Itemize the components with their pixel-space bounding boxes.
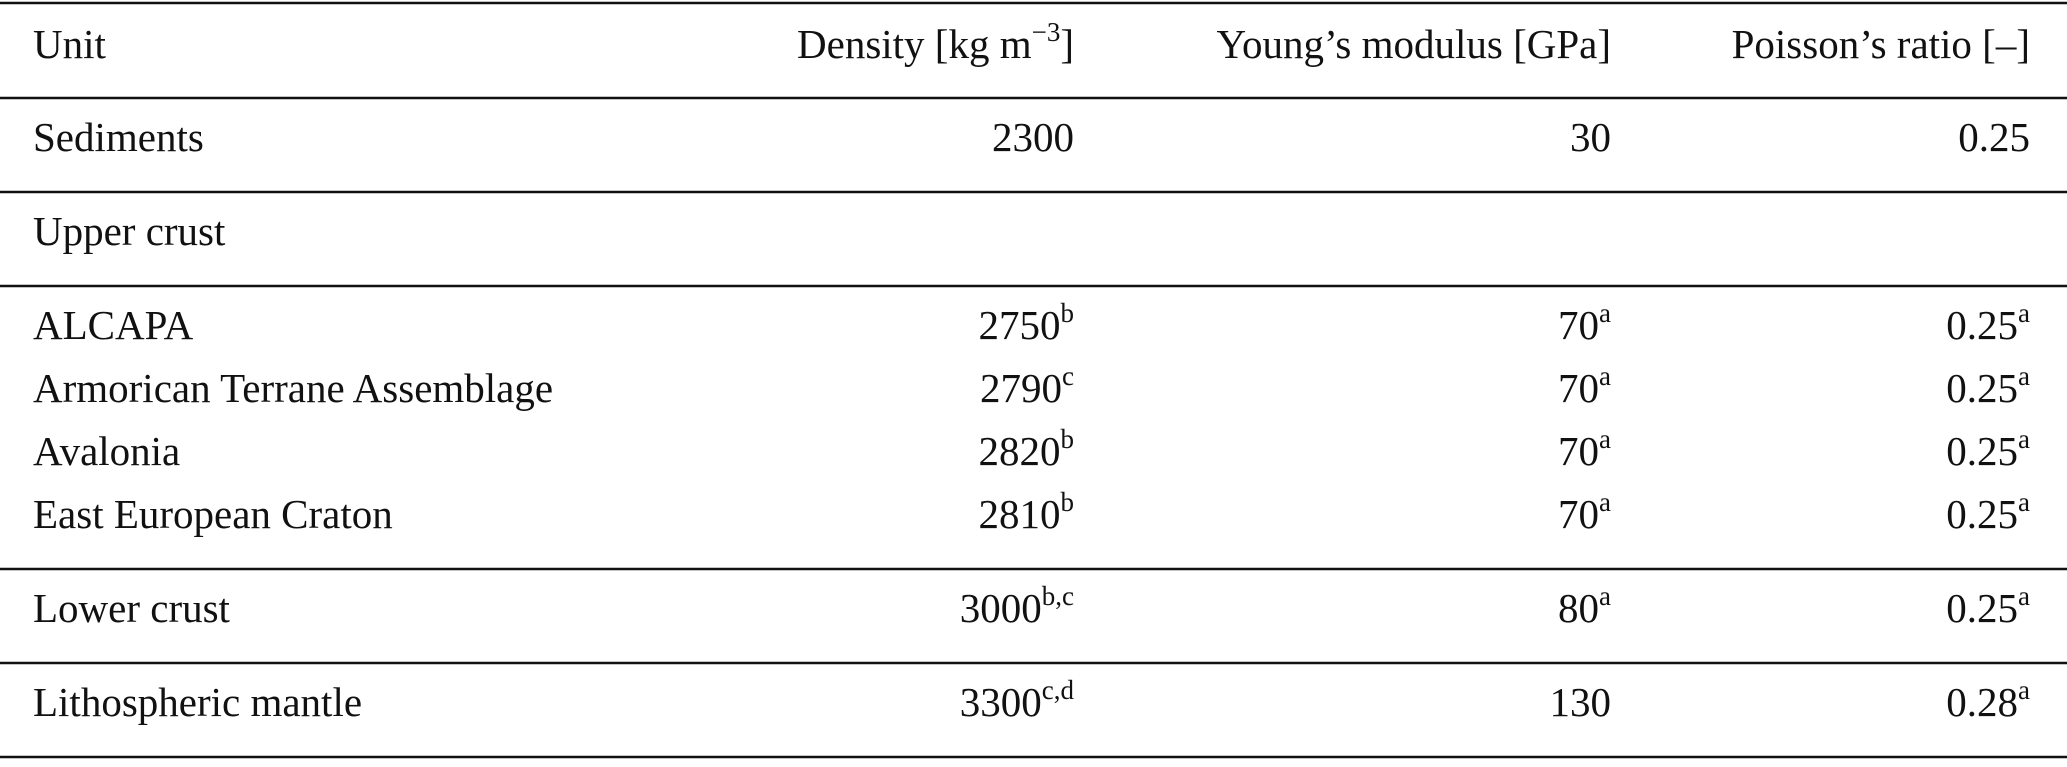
superscript: c,d	[1042, 675, 1075, 705]
cell-text: 2790	[980, 365, 1062, 411]
cell: 0.25	[1958, 114, 2030, 160]
cell: 70a	[1558, 424, 1611, 474]
row-label: Sediments	[33, 114, 204, 160]
superscript: b	[1061, 298, 1075, 328]
cell: 2300	[992, 114, 1074, 160]
cell-text: 70	[1558, 491, 1599, 537]
row-label: Unit	[33, 21, 107, 67]
cell-text: 70	[1558, 365, 1599, 411]
cell-text: Lower crust	[33, 585, 231, 631]
superscript: a	[2018, 361, 2030, 391]
superscript: b	[1061, 424, 1075, 454]
cell-text: Avalonia	[33, 428, 180, 474]
superscript: b	[1061, 487, 1075, 517]
superscript: b,c	[1042, 581, 1074, 611]
superscript: a	[1599, 581, 1611, 611]
row-label: Avalonia	[33, 428, 180, 474]
cell: 2810b	[979, 487, 1075, 537]
cell-text: Poisson’s ratio [–]	[1732, 21, 2030, 67]
cell-text: Young’s modulus [GPa]	[1216, 21, 1611, 67]
row-label: ALCAPA	[33, 302, 194, 348]
cell: 3300c,d	[960, 675, 1075, 725]
row-label: East European Craton	[33, 491, 393, 537]
cell: 80a	[1558, 581, 1611, 631]
cell-text: 70	[1558, 428, 1599, 474]
cell-text: 3300	[960, 679, 1042, 725]
cell-text: 2810	[979, 491, 1061, 537]
cell: 0.25a	[1946, 361, 2030, 411]
cell: 0.25a	[1946, 487, 2030, 537]
cell: 2820b	[979, 424, 1075, 474]
cell-text: 2300	[992, 114, 1074, 160]
superscript: a	[1599, 424, 1611, 454]
cell: 3000b,c	[960, 581, 1074, 631]
superscript: a	[2018, 675, 2030, 705]
cell-text: Lithospheric mantle	[33, 679, 362, 725]
cell-text: 0.28	[1946, 679, 2018, 725]
cell: 70a	[1558, 298, 1611, 348]
cell: 0.25a	[1946, 581, 2030, 631]
row-label: Lithospheric mantle	[33, 679, 362, 725]
superscript: a	[2018, 487, 2030, 517]
cell: 70a	[1558, 487, 1611, 537]
cell-text: 0.25	[1958, 114, 2030, 160]
cell: 0.25a	[1946, 298, 2030, 348]
superscript: a	[1599, 487, 1611, 517]
cell-text-end: ]	[1060, 21, 1074, 67]
cell-text: 2750	[979, 302, 1061, 348]
cell-text: 0.25	[1946, 491, 2018, 537]
cell-text: ALCAPA	[33, 302, 194, 348]
cell-text: 2820	[979, 428, 1061, 474]
superscript: a	[2018, 581, 2030, 611]
cell: 0.25a	[1946, 424, 2030, 474]
cell-text: 0.25	[1946, 428, 2018, 474]
cell-text: Sediments	[33, 114, 204, 160]
cell: 130	[1550, 679, 1612, 725]
row-label: Lower crust	[33, 585, 231, 631]
superscript: a	[2018, 298, 2030, 328]
cell-text: 80	[1558, 585, 1599, 631]
cell-text: Density [kg m	[797, 21, 1032, 67]
cell-text: 0.25	[1946, 365, 2018, 411]
cell-text: 130	[1550, 679, 1612, 725]
row-label: Upper crust	[33, 208, 226, 254]
superscript: a	[1599, 298, 1611, 328]
cell: Young’s modulus [GPa]	[1216, 21, 1611, 67]
superscript: a	[2018, 424, 2030, 454]
cell: 30	[1570, 114, 1611, 160]
cell: 70a	[1558, 361, 1611, 411]
row-label: Armorican Terrane Assemblage	[33, 365, 553, 411]
cell-text: Upper crust	[33, 208, 226, 254]
cell: 0.28a	[1946, 675, 2030, 725]
superscript: c	[1062, 361, 1074, 391]
cell: Density [kg m−3]	[797, 17, 1074, 67]
cell-text: Armorican Terrane Assemblage	[33, 365, 553, 411]
cell: 2750b	[979, 298, 1075, 348]
cell-text: 3000	[960, 585, 1042, 631]
cell-text: 70	[1558, 302, 1599, 348]
cell: 2790c	[980, 361, 1074, 411]
cell-text: 0.25	[1946, 585, 2018, 631]
cell-text: 30	[1570, 114, 1611, 160]
cell-text: East European Craton	[33, 491, 393, 537]
superscript: −3	[1032, 17, 1061, 47]
cell-text: 0.25	[1946, 302, 2018, 348]
cell-text: Unit	[33, 21, 107, 67]
superscript: a	[1599, 361, 1611, 391]
cell: Poisson’s ratio [–]	[1732, 21, 2030, 67]
